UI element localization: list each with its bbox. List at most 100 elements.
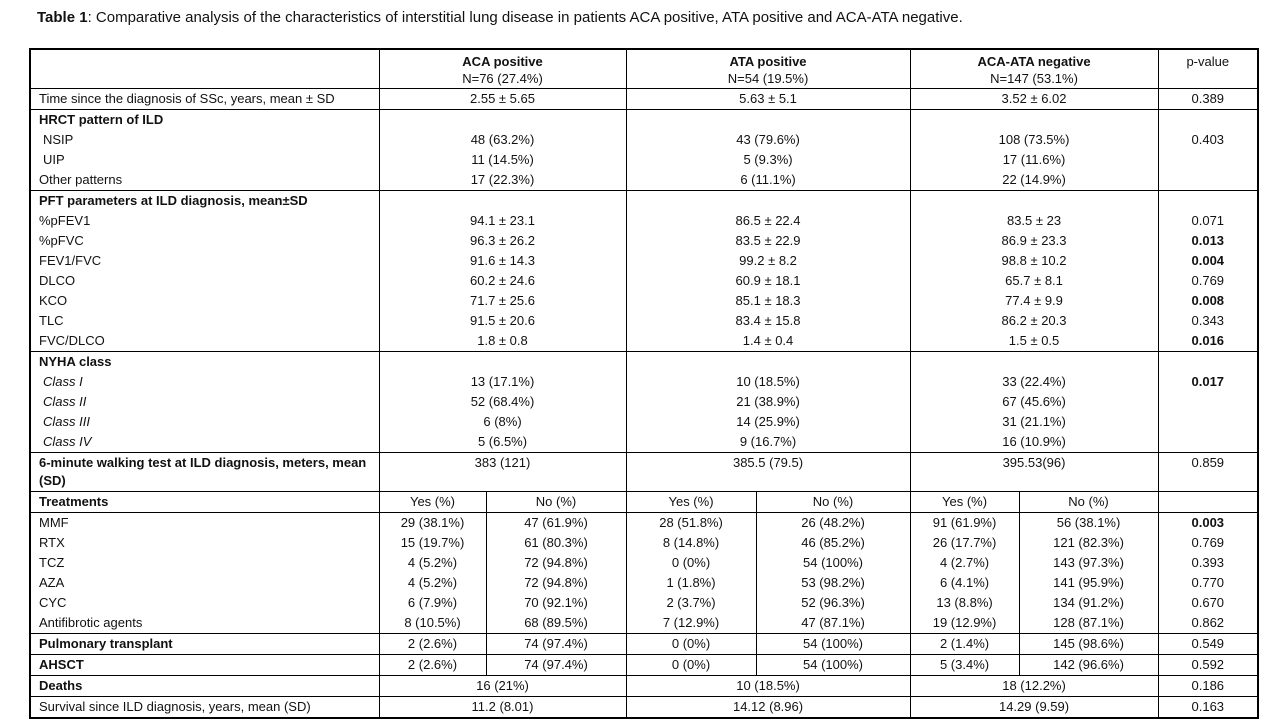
empty-cell xyxy=(909,190,1159,211)
table: ACA positive N=76 (27.4%) ATA positive N=54… xyxy=(29,48,1260,719)
cell: 0 (0%) xyxy=(625,553,757,573)
cell: 4 (5.2%) xyxy=(378,573,486,593)
cell: 141 (95.9%) xyxy=(1018,573,1159,593)
row: Survival since ILD diagnosis, years, mea… xyxy=(30,696,1259,718)
caption-label: Table 1 xyxy=(37,9,88,26)
p-value: 0.769 xyxy=(1157,271,1259,291)
p-value: 0.770 xyxy=(1157,573,1259,593)
cell: 52 (68.4%) xyxy=(378,392,627,412)
cell: 70 (92.1%) xyxy=(485,593,627,613)
row-label: 6-minute walking test at ILD diagnosis, … xyxy=(39,455,367,488)
cell: 47 (61.9%) xyxy=(485,512,627,533)
p-value: 0.071 xyxy=(1157,211,1259,231)
row-label: AHSCT xyxy=(39,657,84,672)
section: 6-minute walking test at ILD diagnosis, … xyxy=(30,452,1259,492)
p-value: 0.008 xyxy=(1157,291,1259,311)
cell: 2 (2.6%) xyxy=(378,633,486,655)
row: FVC/DLCO 1.8 ± 0.8 1.4 ± 0.4 1.5 ± 0.5 0.016 xyxy=(30,331,1259,352)
section: Deaths 16 (21%) 10 (18.5%) 18 (12.2%) 0.186 xyxy=(30,675,1259,697)
cell: 67 (45.6%) xyxy=(909,392,1159,412)
caption: Table 1: Comparative analysis of the cha… xyxy=(37,9,963,26)
cell: 11.2 (8.01) xyxy=(378,696,627,718)
cell: 8 (10.5%) xyxy=(378,613,486,634)
cell: Yes (%) xyxy=(378,491,486,513)
cell: 91 (61.9%) xyxy=(909,512,1020,533)
p-value: 0.403 xyxy=(1157,130,1259,150)
cell: 26 (48.2%) xyxy=(755,512,911,533)
section: Time since the diagnosis of SSc, years, … xyxy=(30,88,1259,110)
row-label: DLCO xyxy=(39,273,76,288)
cell: 10 (18.5%) xyxy=(625,675,911,697)
row-label: CYC xyxy=(39,595,67,610)
cell: 17 (22.3%) xyxy=(378,170,627,191)
cell: 60.2 ± 24.6 xyxy=(378,271,627,291)
row-label: Class IV xyxy=(43,434,92,449)
cell: 43 (79.6%) xyxy=(625,130,911,150)
row: Antifibrotic agents 8 (10.5%) 68 (89.5%) 7 … xyxy=(30,613,1259,634)
empty-cell xyxy=(909,109,1159,130)
cell: 143 (97.3%) xyxy=(1018,553,1159,573)
cell: 65.7 ± 8.1 xyxy=(909,271,1159,291)
row-label: Class III xyxy=(43,414,90,429)
cell: 91.5 ± 20.6 xyxy=(378,311,627,331)
table-header: ACA positive N=76 (27.4%) ATA positive N=54… xyxy=(30,49,1259,89)
empty-cell xyxy=(1157,170,1259,191)
cell: 86.2 ± 20.3 xyxy=(909,311,1159,331)
cell: 13 (17.1%) xyxy=(378,372,627,392)
cell: 29 (38.1%) xyxy=(378,512,486,533)
row: Class I 13 (17.1%) 10 (18.5%) 33 (22.4%) 0.0… xyxy=(30,372,1259,392)
section: Treatments Yes (%) No (%) Yes (%) No (%) Yes … xyxy=(30,491,1259,513)
cell: 6 (4.1%) xyxy=(909,573,1020,593)
header-corner xyxy=(30,49,379,89)
p-value: 0.769 xyxy=(1157,533,1259,553)
cell: 5 (9.3%) xyxy=(625,150,911,170)
row-label: Deaths xyxy=(39,678,83,693)
row: %pFVC 96.3 ± 26.2 83.5 ± 22.9 86.9 ± 23.3 0.… xyxy=(30,231,1259,251)
cell: 99.2 ± 8.2 xyxy=(625,251,911,271)
cell: Yes (%) xyxy=(909,491,1020,513)
row-label: Class I xyxy=(43,374,83,389)
group-name: ACA-ATA negative xyxy=(977,54,1091,69)
cell: 31 (21.1%) xyxy=(909,412,1159,432)
row-label: Time since the diagnosis of SSc, years, … xyxy=(39,91,335,106)
row: Class III 6 (8%) 14 (25.9%) 31 (21.1%) xyxy=(30,412,1259,432)
p-value: 0.592 xyxy=(1157,654,1259,676)
cell: 56 (38.1%) xyxy=(1018,512,1159,533)
section: NYHA class Class I 13 (17.1%) 10 (18.5%) 33 … xyxy=(30,351,1259,453)
cell: 4 (5.2%) xyxy=(378,553,486,573)
group-header: ATA positive N=54 (19.5%) xyxy=(625,49,911,89)
cell: 1.8 ± 0.8 xyxy=(378,331,627,352)
row: Pulmonary transplant 2 (2.6%) 74 (97.4%) 0 … xyxy=(30,633,1259,655)
group-header: ACA positive N=76 (27.4%) xyxy=(378,49,627,89)
cell: 6 (8%) xyxy=(378,412,627,432)
cell: 86.5 ± 22.4 xyxy=(625,211,911,231)
row: 6-minute walking test at ILD diagnosis, … xyxy=(30,452,1259,492)
cell: 395.53(96) xyxy=(909,452,1159,492)
cell: 18 (12.2%) xyxy=(909,675,1159,697)
cell: Yes (%) xyxy=(625,491,757,513)
cell: 15 (19.7%) xyxy=(378,533,486,553)
group-name: ACA positive xyxy=(462,54,543,69)
p-value-header: p-value xyxy=(1157,49,1259,89)
cell: 2 (3.7%) xyxy=(625,593,757,613)
group-n: N=147 (53.1%) xyxy=(990,71,1078,86)
cell: 128 (87.1%) xyxy=(1018,613,1159,634)
cell: 383 (121) xyxy=(378,452,627,492)
row-label: HRCT pattern of ILD xyxy=(39,112,164,127)
group-header: ACA-ATA negative N=147 (53.1%) xyxy=(909,49,1159,89)
row-label: RTX xyxy=(39,535,65,550)
row-label: PFT parameters at ILD diagnosis, mean±SD xyxy=(39,193,308,208)
row: Class II 52 (68.4%) 21 (38.9%) 67 (45.6%) xyxy=(30,392,1259,412)
cell: 7 (12.9%) xyxy=(625,613,757,634)
cell: 13 (8.8%) xyxy=(909,593,1020,613)
cell: 16 (10.9%) xyxy=(909,432,1159,453)
row-label: MMF xyxy=(39,515,69,530)
cell: 5 (6.5%) xyxy=(378,432,627,453)
p-value: 0.862 xyxy=(1157,613,1259,634)
empty-cell xyxy=(378,351,627,372)
cell: 96.3 ± 26.2 xyxy=(378,231,627,251)
cell: 121 (82.3%) xyxy=(1018,533,1159,553)
cell: 19 (12.9%) xyxy=(909,613,1020,634)
row: PFT parameters at ILD diagnosis, mean±SD xyxy=(30,190,1259,211)
empty-cell xyxy=(1157,412,1259,432)
